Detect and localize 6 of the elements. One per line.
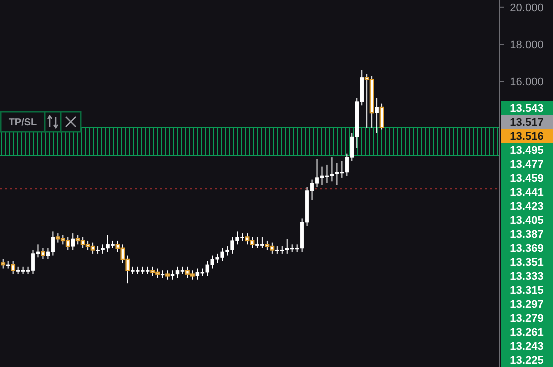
price-ladder: 13.543 13.517 13.516 13.495 13.477 13.459 13.441 13.423 13.405 13.387 13.369 13.351 13.333 13.315 13.297 13.279 13.261 13.243 13.225 [501,101,553,367]
y-tick-label: 18.000 [510,39,544,52]
y-tick-label: 16.000 [510,76,544,88]
annotation: TP/SL [8,118,38,128]
order-toolbar: TP/SL [0,111,82,133]
y-tick-label: 20.000 [510,2,544,14]
